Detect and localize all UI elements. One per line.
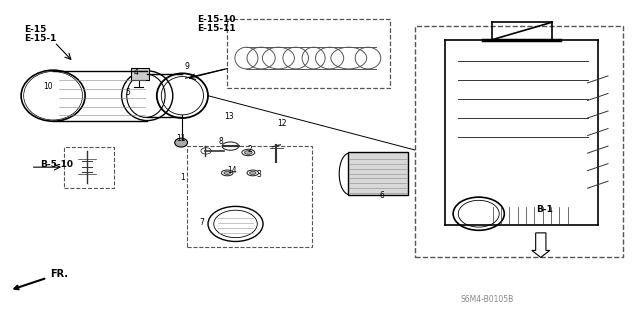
Text: 8: 8 [218,137,223,146]
Text: S6M4-B0105B: S6M4-B0105B [461,295,514,304]
Bar [131,68,149,80]
Text: 5: 5 [125,88,131,97]
Text: FR.: FR. [15,269,68,289]
Bar [348,152,408,195]
Bar [187,146,312,247]
Text: 7: 7 [199,218,204,227]
Ellipse shape [250,171,256,174]
Text: E-15-1: E-15-1 [24,34,57,43]
Text: 14: 14 [227,166,237,174]
Ellipse shape [175,138,188,147]
Text: 6: 6 [379,191,384,200]
Text: 3: 3 [257,170,262,179]
Bar [64,147,114,188]
Ellipse shape [224,171,230,174]
Text: 12: 12 [277,119,286,128]
Ellipse shape [244,151,252,154]
Text: 13: 13 [224,112,234,121]
Text: 9: 9 [184,63,189,71]
Text: B-1: B-1 [536,205,553,214]
Text: E-15-10: E-15-10 [197,15,236,24]
Text: E-15-11: E-15-11 [197,24,236,33]
Text: E-15: E-15 [24,25,47,34]
Text: B-5-10: B-5-10 [40,160,73,169]
Bar [415,26,623,257]
Text: 1: 1 [180,173,185,182]
Text: 10: 10 [43,82,53,91]
Text: 2: 2 [247,145,252,154]
FancyArrow shape [532,233,550,257]
Bar [227,19,390,88]
Text: 11: 11 [177,134,186,143]
Text: 4: 4 [133,68,138,77]
